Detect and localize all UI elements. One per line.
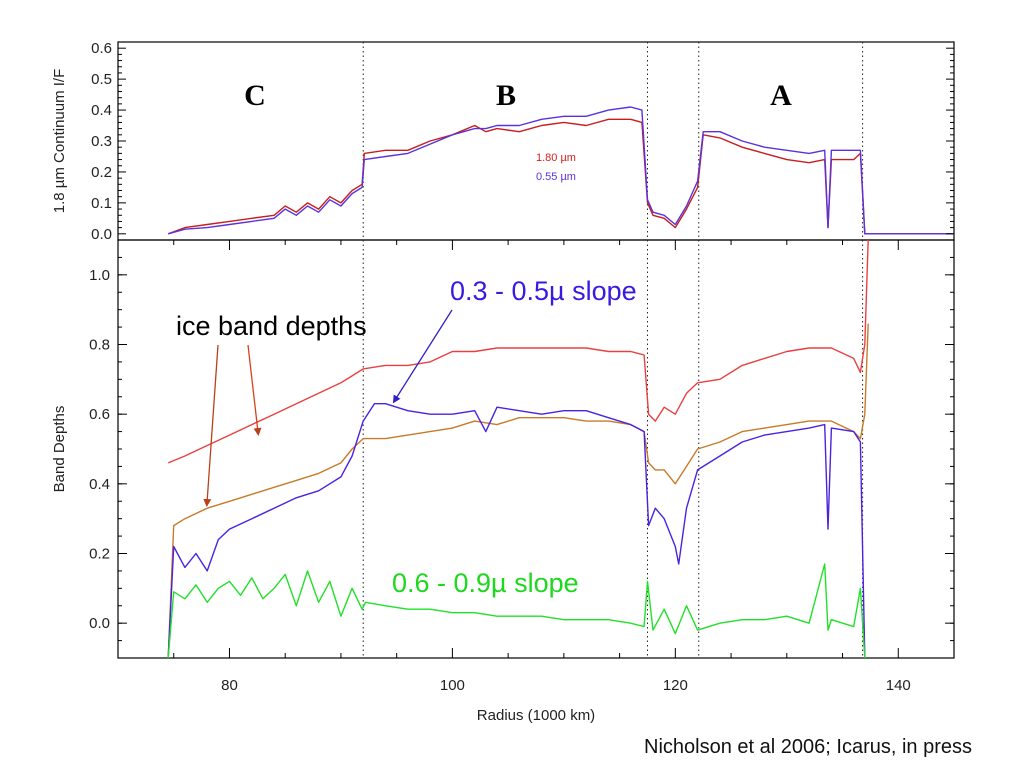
bottom-panel-series <box>167 239 869 659</box>
xtick-label-2: 120 <box>663 677 688 694</box>
bottom-ytick-label-2: 0.4 <box>89 476 110 493</box>
bottom-panel-x-ticks: 80 100 120 140 <box>173 240 955 694</box>
arrow-ice-to-red-curve <box>247 344 262 436</box>
bottom-panel-y-ticks: 0.0 0.2 0.4 0.6 0.8 1.0 <box>89 256 954 642</box>
citation: Nicholson et al 2006; Icarus, in press <box>644 736 972 758</box>
bottom-ytick-label-3: 0.6 <box>89 406 110 423</box>
top-ytick-label-0: 0.0 <box>91 226 112 243</box>
top-panel-series <box>167 106 954 235</box>
top-series-0 <box>167 118 954 235</box>
top-ytick-label-4: 0.4 <box>91 102 112 119</box>
legend-1-80um: 1.80 µm <box>536 152 576 164</box>
bottom-ytick-label-0: 0.0 <box>89 615 110 632</box>
xtick-label-3: 140 <box>886 677 911 694</box>
ring-label-c: C <box>244 79 266 112</box>
annotation-ice-band-depths: ice band depths <box>176 311 367 341</box>
top-ytick-label-5: 0.5 <box>91 71 112 88</box>
bottom-ytick-label-4: 0.8 <box>89 337 110 354</box>
xtick-label-0: 80 <box>221 677 238 694</box>
ring-label-a: A <box>770 79 792 112</box>
top-ytick-label-6: 0.6 <box>91 40 112 57</box>
top-ytick-label-3: 0.3 <box>91 133 112 150</box>
bottom-series-1 <box>167 323 869 659</box>
bottom-ytick-label-5: 1.0 <box>89 267 110 284</box>
top-panel-gridlines <box>362 42 864 240</box>
bottom-series-3 <box>167 563 866 659</box>
arrow-slope-to-blue-curve <box>392 309 453 404</box>
legend-0-55um: 0.55 µm <box>536 171 576 183</box>
top-ytick-label-1: 0.1 <box>91 195 112 212</box>
x-axis-title: Radius (1000 km) <box>477 707 595 724</box>
bottom-series-0 <box>167 239 869 464</box>
ring-label-b: B <box>496 79 516 112</box>
arrow-ice-to-orange-curve <box>203 344 219 507</box>
annotation-0-6-0-9-slope: 0.6 - 0.9µ slope <box>392 568 579 598</box>
bottom-series-2 <box>167 403 866 659</box>
xtick-label-1: 100 <box>440 677 465 694</box>
top-series-1 <box>168 106 954 235</box>
top-ytick-label-2: 0.2 <box>91 164 112 181</box>
bottom-ytick-label-1: 0.2 <box>89 546 110 563</box>
annotation-0-3-0-5-slope: 0.3 - 0.5µ slope <box>450 276 637 306</box>
bottom-y-axis-title: Band Depths <box>51 406 68 493</box>
top-panel-y-ticks: 0.0 0.1 0.2 0.3 0.4 0.5 0.6 <box>91 40 954 243</box>
top-y-axis-title: 1.8 µm Continuum I/F <box>51 69 68 214</box>
